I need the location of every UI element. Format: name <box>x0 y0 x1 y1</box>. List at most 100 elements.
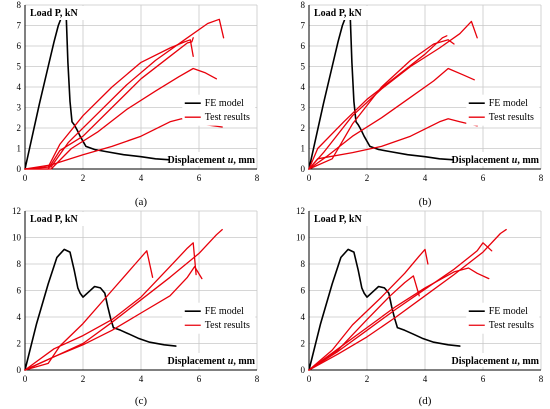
y-tick-label: 4 <box>301 312 306 322</box>
x-axis-label-suffix: , mm <box>233 155 255 166</box>
x-tick-label: 8 <box>539 173 544 183</box>
y-tick-label: 7 <box>17 21 22 31</box>
x-tick-label: 6 <box>481 173 486 183</box>
y-tick-label: 10 <box>296 233 306 243</box>
test-result-line-5 <box>308 228 507 371</box>
legend-fe-label: FE model <box>205 98 244 109</box>
x-axis-label-var: u <box>228 356 234 367</box>
y-tick-label: 8 <box>301 259 306 269</box>
x-axis-label-suffix: , mm <box>517 356 539 367</box>
x-tick-label: 0 <box>23 374 28 384</box>
fe-model-line <box>308 248 461 371</box>
x-tick-label: 0 <box>307 374 312 384</box>
y-tick-label: 2 <box>301 123 306 133</box>
test-result-line-5 <box>308 118 478 170</box>
x-tick-label: 8 <box>539 374 544 384</box>
legend-box <box>182 94 256 126</box>
y-axis-label-bg <box>311 6 371 20</box>
y-tick-label: 2 <box>301 339 306 349</box>
y-axis-label-bg <box>27 6 87 20</box>
y-tick-label: 1 <box>17 144 22 154</box>
legend-test-label: Test results <box>489 320 534 331</box>
test-result-line-4 <box>24 265 203 371</box>
y-tick-label: 8 <box>17 0 22 10</box>
y-tick-label: 12 <box>12 206 21 216</box>
chart-panel-2: 0 2 4 6 8 0 1 2 3 4 5 6 7 8 Load P, kN Displacement u, … <box>301 0 544 208</box>
y-axis-label: Load P, kN <box>314 214 362 225</box>
x-tick-label: 2 <box>365 374 370 384</box>
y-tick-label: 10 <box>12 233 22 243</box>
x-tick-label: 0 <box>307 173 312 183</box>
y-tick-label: 6 <box>301 286 306 296</box>
legend-box <box>466 94 540 126</box>
x-tick-label: 6 <box>197 173 202 183</box>
test-result-line-4 <box>308 67 475 170</box>
legend-fe-label: FE model <box>489 306 528 317</box>
test-result-line-1 <box>308 248 429 371</box>
test-result-line-2 <box>24 18 225 170</box>
test-result-line-4 <box>24 67 218 170</box>
test-result-line-3 <box>308 35 448 170</box>
x-axis-label-bg <box>170 152 256 166</box>
panel-caption: (a) <box>135 196 148 208</box>
x-tick-label: 2 <box>365 173 370 183</box>
test-result-line-1 <box>24 250 154 371</box>
x-axis-label-var: u <box>512 356 518 367</box>
y-tick-label: 4 <box>301 82 306 92</box>
y-axis-label-bg <box>27 212 87 226</box>
legend-test-label: Test results <box>205 320 250 331</box>
y-tick-label: 8 <box>17 259 22 269</box>
y-tick-label: 7 <box>301 21 306 31</box>
chart-panel-1: 0 2 4 6 8 0 1 2 3 4 5 6 7 8 Load P, kN Displacement u, … <box>17 0 260 208</box>
x-axis-label-bg <box>454 353 540 367</box>
x-axis-label: Displacement u, mm <box>451 356 539 367</box>
y-tick-label: 0 <box>301 164 306 174</box>
x-axis-label-suffix: , mm <box>233 356 255 367</box>
x-tick-label: 4 <box>423 374 428 384</box>
legend-box <box>466 302 540 334</box>
x-axis-label-var: u <box>228 155 234 166</box>
y-axis-label: Load P, kN <box>314 8 362 19</box>
x-axis-label-bg <box>170 353 256 367</box>
y-tick-label: 3 <box>17 103 22 113</box>
x-tick-label: 8 <box>255 173 260 183</box>
y-tick-label: 2 <box>17 123 22 133</box>
x-axis-label-suffix: , mm <box>517 155 539 166</box>
x-axis-label-bg <box>454 152 540 166</box>
x-axis-label-prefix: Displacement <box>167 356 227 367</box>
test-result-line-2 <box>308 20 478 170</box>
y-tick-label: 8 <box>301 0 306 10</box>
test-result-line-3 <box>24 39 194 170</box>
panel-caption: (c) <box>135 395 148 407</box>
panel-caption: (b) <box>419 196 432 208</box>
y-tick-label: 0 <box>17 365 22 375</box>
legend-fe-label: FE model <box>489 98 528 109</box>
y-tick-label: 3 <box>301 103 306 113</box>
x-axis-label: Displacement u, mm <box>167 356 255 367</box>
test-result-line-1 <box>24 37 194 170</box>
x-tick-label: 6 <box>197 374 202 384</box>
y-axis-label-bg <box>311 212 371 226</box>
chart-panel-4: 0 2 4 6 8 0 2 4 6 8 10 12 Load P, kN Displacement u, … <box>296 206 544 407</box>
panel-caption: (d) <box>419 395 432 407</box>
y-tick-label: 6 <box>17 41 22 51</box>
y-tick-label: 12 <box>296 206 305 216</box>
test-result-line-2 <box>308 275 420 371</box>
y-axis-label: Load P, kN <box>30 214 78 225</box>
x-axis-label: Displacement u, mm <box>167 155 255 166</box>
fe-model-line <box>308 8 455 170</box>
y-tick-label: 4 <box>17 82 22 92</box>
y-tick-label: 0 <box>301 365 306 375</box>
fe-model-line <box>24 248 177 371</box>
x-tick-label: 4 <box>139 173 144 183</box>
x-tick-label: 6 <box>481 374 486 384</box>
x-axis-label-var: u <box>512 155 518 166</box>
y-tick-label: 5 <box>17 62 22 72</box>
y-axis-label: Load P, kN <box>30 8 78 19</box>
y-tick-label: 2 <box>17 339 22 349</box>
x-tick-label: 4 <box>139 374 144 384</box>
chart-panel-3: 0 2 4 6 8 0 2 4 6 8 10 12 Load P, kN Displacement u, … <box>12 206 260 407</box>
x-axis-label: Displacement u, mm <box>451 155 539 166</box>
y-tick-label: 6 <box>17 286 22 296</box>
